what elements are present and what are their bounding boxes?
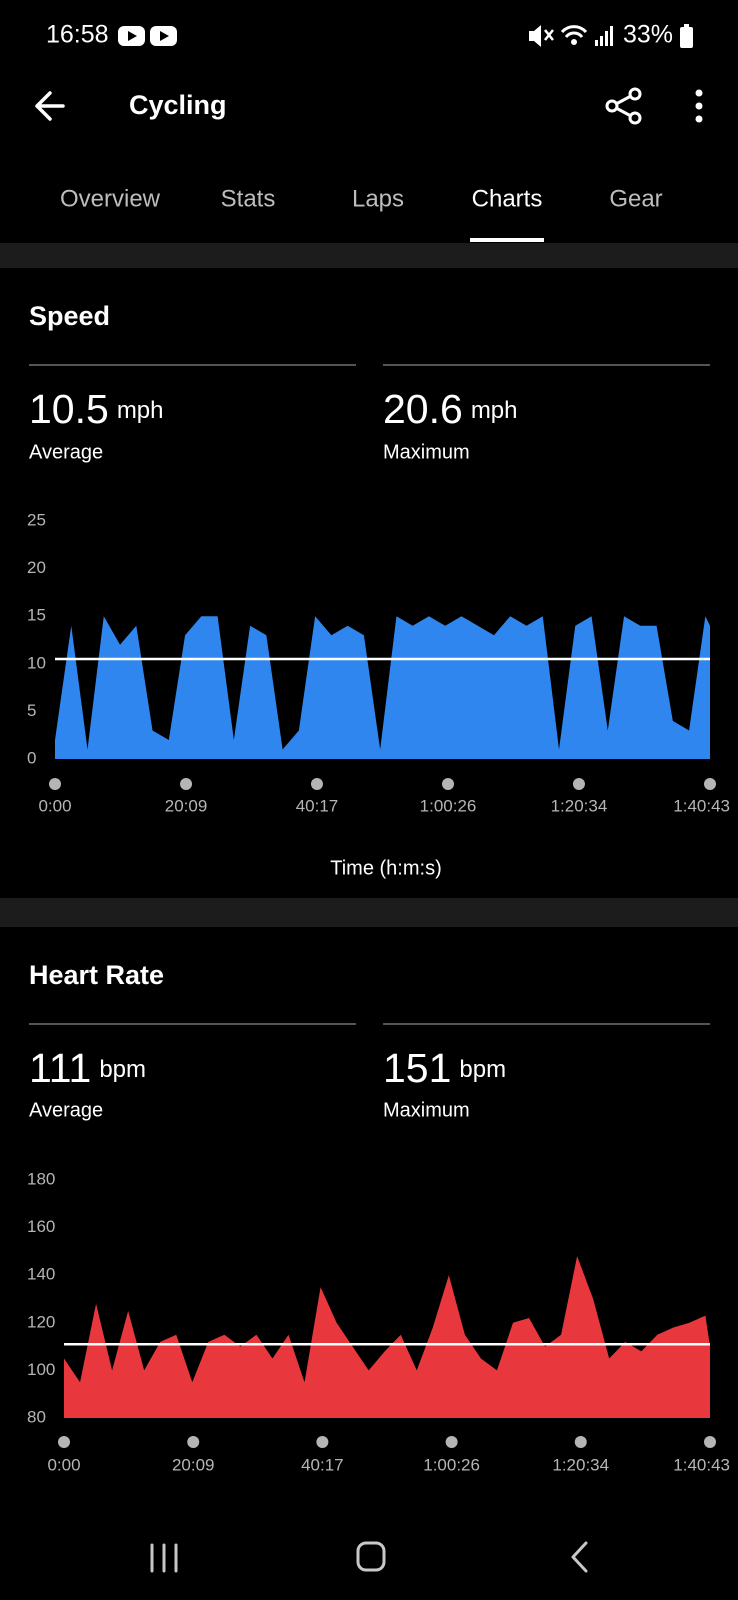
y-tick-label: 5 (27, 701, 36, 720)
nav-back[interactable] (571, 1541, 588, 1573)
card-title: Heart Rate (29, 960, 164, 990)
y-tick-label: 180 (27, 1169, 55, 1188)
y-tick-label: 10 (27, 653, 46, 672)
back-button[interactable] (35, 91, 65, 121)
x-tick-dot (574, 1436, 587, 1448)
notification-icons (118, 26, 177, 46)
y-tick-label: 100 (27, 1360, 55, 1379)
x-tick-label: 0:00 (38, 796, 71, 815)
stat-value: 111 bpm (29, 1045, 146, 1091)
stat-unit: bpm (99, 1056, 146, 1083)
stat-value: 10.5 mph (29, 386, 164, 432)
card-title: Speed (29, 301, 110, 331)
x-tick-dot (58, 1436, 70, 1448)
x-tick-dot (187, 1436, 200, 1448)
x-tick-dot (316, 1436, 329, 1448)
x-tick-label: 40:17 (301, 1455, 344, 1474)
stat-unit: bpm (459, 1056, 506, 1083)
stat-unit: mph (471, 397, 518, 424)
y-tick-label: 25 (27, 510, 46, 529)
nav-home[interactable] (356, 1541, 386, 1572)
battery-level: 33% (623, 21, 673, 49)
tab[interactable]: Overview (60, 185, 161, 212)
tab-indicator (470, 238, 544, 242)
x-tick-dot (572, 778, 585, 790)
x-tick-label: 1:00:26 (420, 796, 477, 815)
x-axis-label: Time (h:m:s) (330, 857, 441, 879)
stat-label: Average (29, 441, 103, 463)
x-tick-dot (704, 778, 716, 790)
stat-number: 111 (29, 1045, 91, 1091)
x-tick-dot (442, 778, 455, 790)
x-tick-label: 40:17 (296, 796, 339, 815)
x-tick-label: 1:20:34 (552, 1455, 609, 1474)
x-tick-label: 0:00 (47, 1455, 80, 1474)
stat-number: 20.6 (383, 386, 463, 432)
stat-unit: mph (117, 397, 164, 424)
y-tick-label: 160 (27, 1217, 55, 1236)
y-tick-label: 140 (27, 1265, 55, 1284)
stat-label: Average (29, 1099, 103, 1121)
x-tick-dot (49, 778, 61, 790)
area (55, 616, 710, 759)
stat-label: Maximum (383, 441, 470, 463)
section-separator (0, 243, 738, 268)
x-tick-dot (310, 778, 323, 790)
screen-title: Cycling (129, 90, 227, 120)
tab[interactable]: Gear (609, 185, 662, 212)
section-separator (0, 898, 738, 927)
x-tick-dot (445, 1436, 458, 1448)
stat-number: 151 (383, 1045, 451, 1091)
y-tick-label: 15 (27, 606, 46, 625)
y-tick-label: 20 (27, 558, 46, 577)
x-tick-label: 20:09 (172, 1455, 215, 1474)
y-tick-label: 120 (27, 1312, 55, 1331)
more-button[interactable] (695, 89, 703, 123)
x-tick-dot (704, 1436, 716, 1448)
nav-recents[interactable] (150, 1543, 178, 1573)
x-tick-label: 1:20:34 (551, 796, 608, 815)
stat-label: Maximum (383, 1099, 470, 1121)
x-tick-label: 1:40:43 (673, 796, 730, 815)
y-tick-label: 80 (27, 1407, 46, 1426)
tab[interactable]: Laps (352, 185, 404, 212)
stat-value: 151 bpm (383, 1045, 506, 1091)
x-tick-label: 1:40:43 (673, 1455, 730, 1474)
y-tick-label: 0 (27, 748, 36, 767)
tab[interactable]: Stats (221, 185, 276, 212)
stat-value: 20.6 mph (383, 386, 518, 432)
x-tick-label: 1:00:26 (423, 1455, 480, 1474)
tab[interactable]: Charts (472, 185, 543, 212)
stat-number: 10.5 (29, 386, 109, 432)
share-button[interactable] (605, 87, 642, 125)
system-icons (529, 24, 693, 48)
clock: 16:58 (46, 21, 109, 49)
area (64, 1256, 710, 1418)
x-tick-label: 20:09 (165, 796, 208, 815)
x-tick-dot (180, 778, 193, 790)
